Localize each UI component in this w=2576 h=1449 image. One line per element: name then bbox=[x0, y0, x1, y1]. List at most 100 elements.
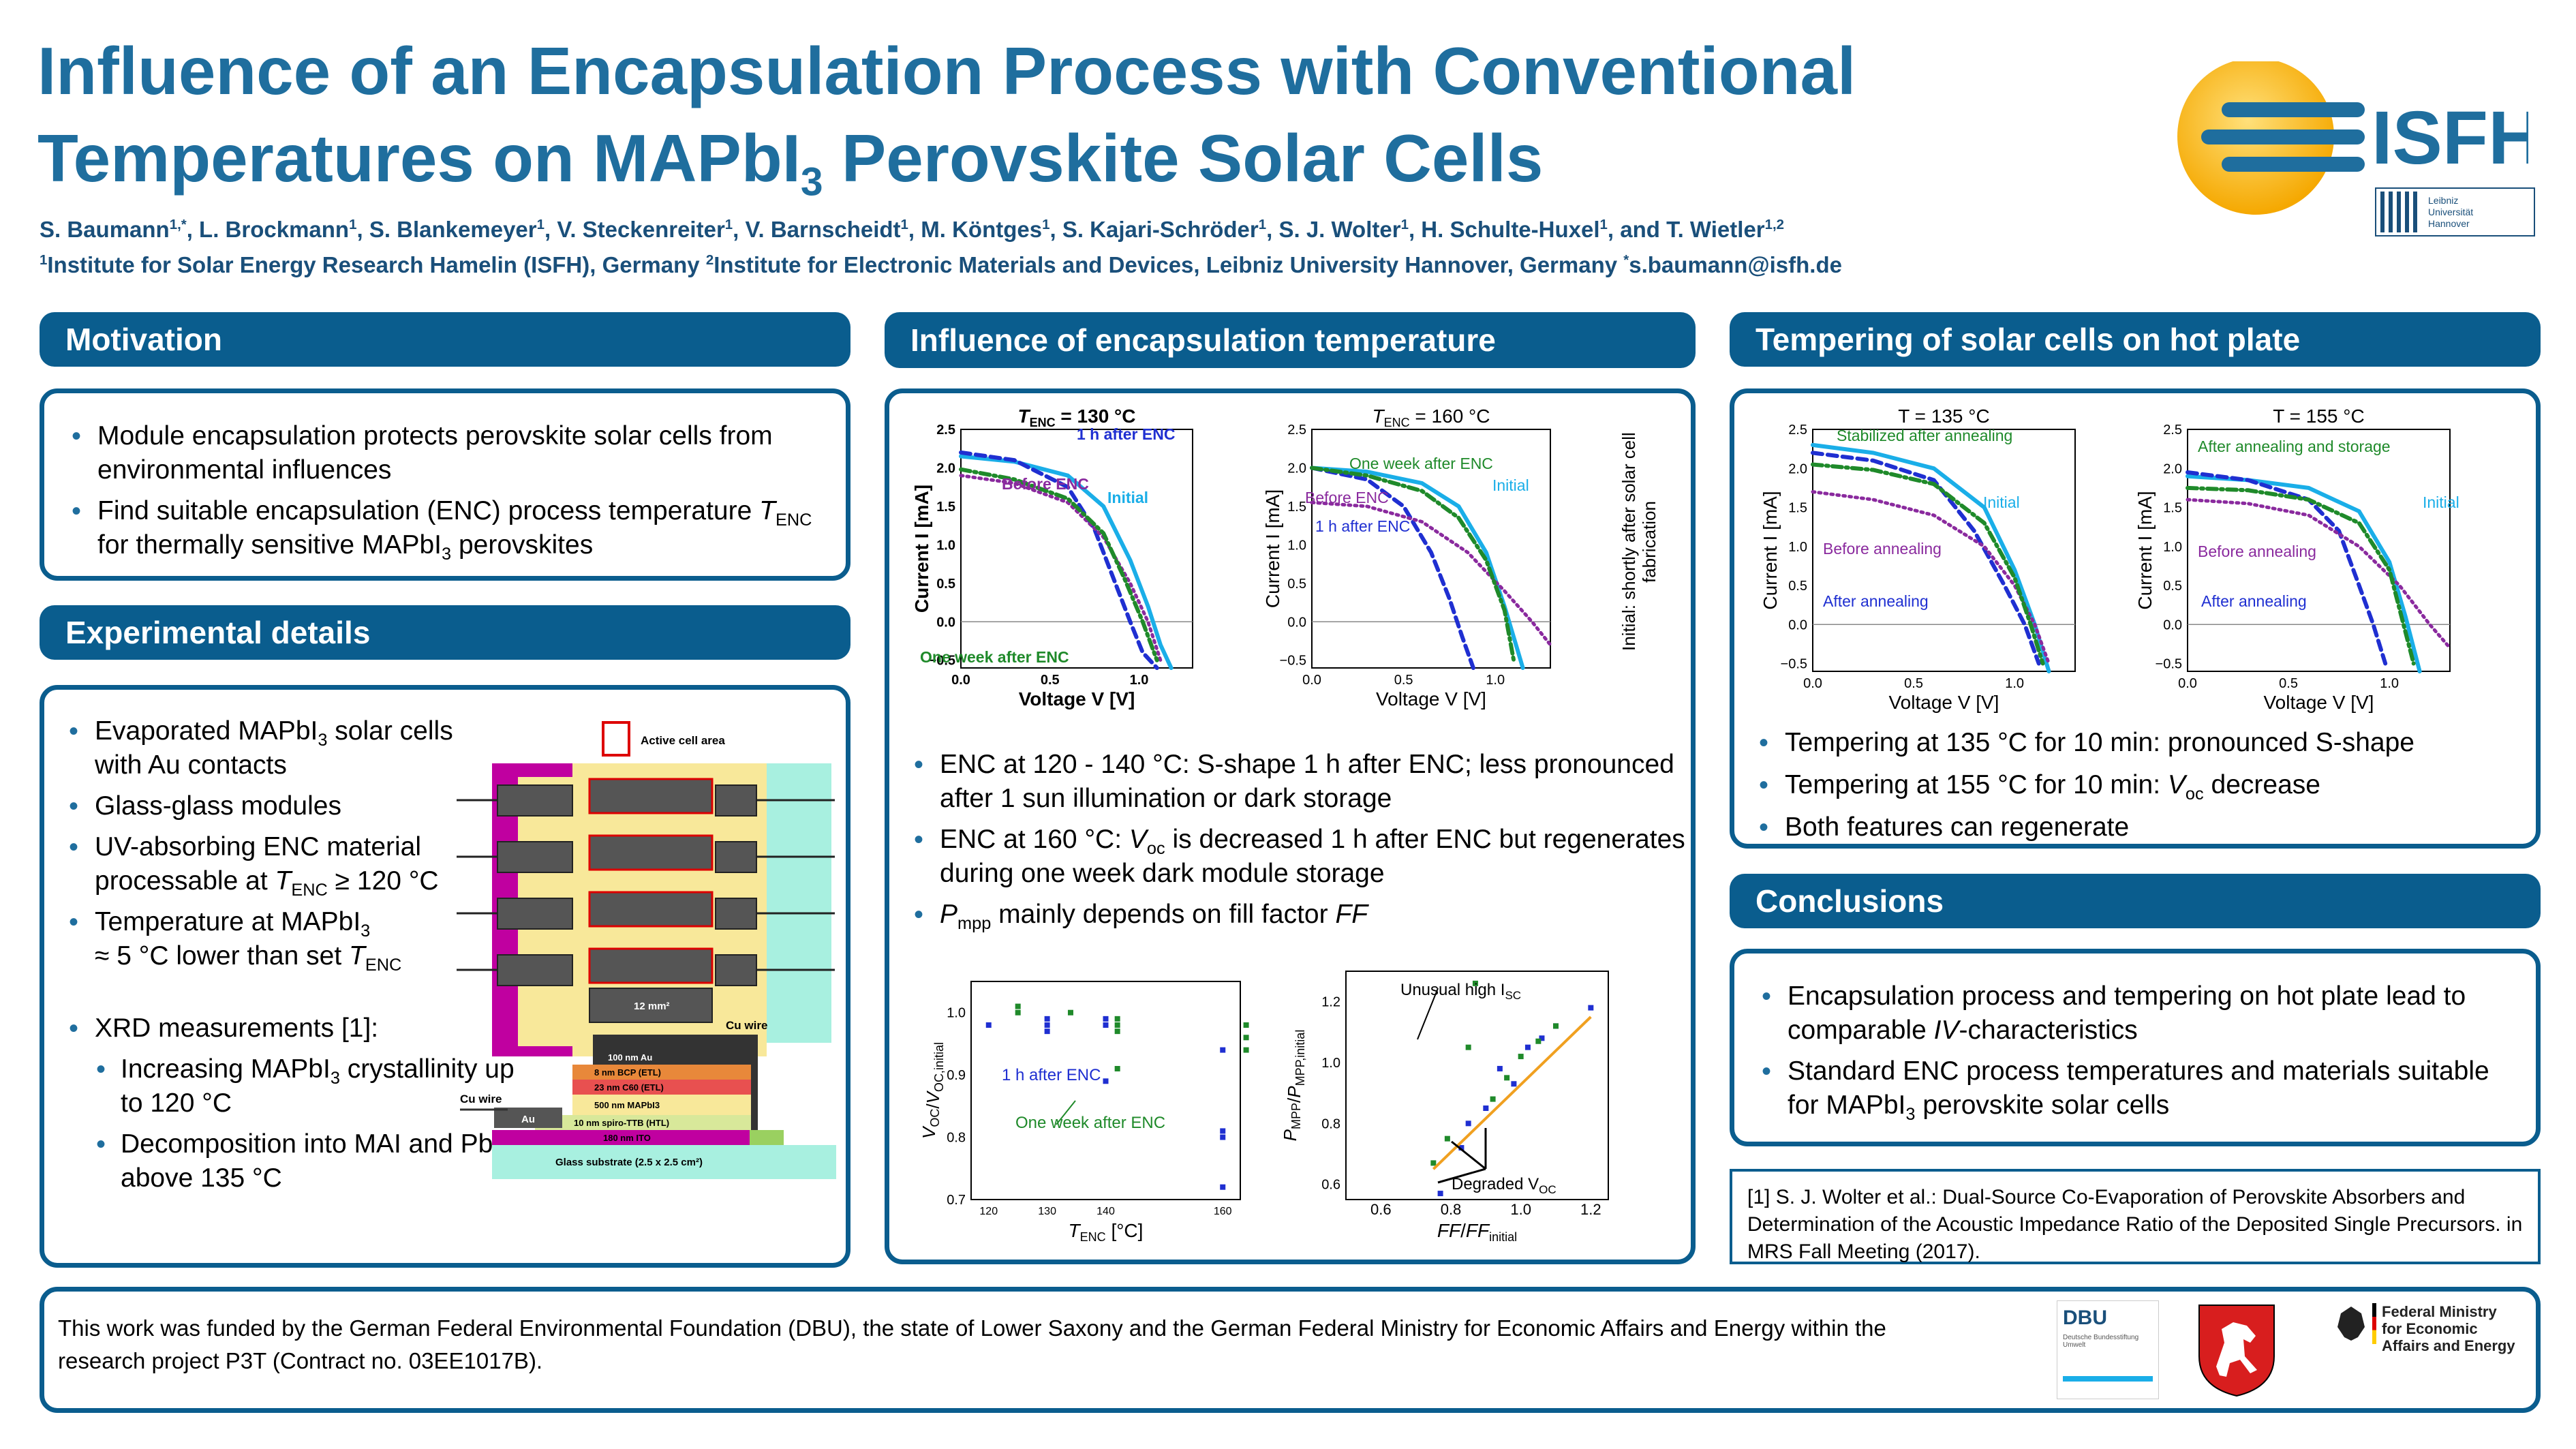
bmwi-logo: Federal Ministry for Economic Affairs an… bbox=[2334, 1303, 2539, 1385]
x-tick-label: 130 bbox=[1038, 1206, 1056, 1217]
exp-b3a: UV-absorbing ENC material processable at bbox=[95, 832, 422, 896]
y-tick-label: 2.0 bbox=[1788, 461, 1807, 476]
affiliations: 1Institute for Solar Energy Research Ham… bbox=[40, 252, 1842, 277]
series-line-before-annealing bbox=[2186, 498, 2452, 650]
y-tick-label: 0.5 bbox=[1788, 579, 1807, 594]
isfh-logo: ISFH bbox=[2147, 58, 2543, 239]
chart-iv-160: 0.0 0.5 1.0 −0.5 0.0 0.5 1.0 1.5 2.0 2.5 TENC = 16… bbox=[1264, 406, 1552, 710]
plot-frame bbox=[1311, 429, 1551, 669]
plot-frame bbox=[970, 981, 1241, 1200]
y-axis-label: Current I [mA] bbox=[1264, 489, 1283, 608]
y-tick-label: 2.0 bbox=[2163, 461, 2182, 476]
motivation-box: Module encapsulation protects perovskite… bbox=[40, 388, 850, 581]
x-tick-label: 1.0 bbox=[1510, 1201, 1531, 1218]
y-tick-label: 1.0 bbox=[1287, 538, 1306, 553]
y-tick-label: 0.9 bbox=[947, 1068, 966, 1083]
leibniz-logo-text: Leibniz Universität Hannover bbox=[2428, 194, 2474, 229]
chart-title: TENC = 130 °C bbox=[1018, 406, 1136, 429]
data-point bbox=[1114, 1066, 1120, 1071]
chart-annotation: 1 h after ENC bbox=[1315, 517, 1410, 535]
conclusion-bullet-2: Standard ENC process temperatures and ma… bbox=[1744, 1054, 2522, 1123]
author-affil-sup: 1 bbox=[1599, 217, 1608, 232]
y-tick-label: 1.0 bbox=[2163, 540, 2182, 555]
data-point bbox=[1114, 1016, 1120, 1022]
data-point bbox=[1044, 1016, 1050, 1022]
plot-frame bbox=[1345, 971, 1609, 1200]
x-axis-label: Voltage V [V] bbox=[2264, 692, 2374, 713]
tempering-box: Tempering at 135 °C for 10 min: pronounc… bbox=[1730, 388, 2541, 849]
plot-frame bbox=[960, 429, 1193, 669]
author-affil-sup: 1 bbox=[536, 217, 545, 232]
email[interactable]: s.baumann@isfh.de bbox=[1629, 252, 1842, 277]
tempering-bullet-2: Tempering at 155 °C for 10 min: Voc decr… bbox=[1741, 768, 2525, 802]
chart-annotation: 1 h after ENC bbox=[1002, 1066, 1101, 1084]
motivation-bullet-1: Module encapsulation protects perovskite… bbox=[54, 419, 832, 487]
exp-sub-1: Increasing MAPbI3 crystallinity up to 12… bbox=[78, 1052, 515, 1120]
exp-s1a: Increasing MAPbI bbox=[121, 1054, 331, 1084]
exp-s2b: above 135 °C bbox=[121, 1163, 282, 1193]
data-point bbox=[1490, 1096, 1496, 1102]
y-tick-label: 0.8 bbox=[1321, 1116, 1340, 1131]
data-point bbox=[1430, 1160, 1437, 1166]
exp-s1b: crystallinity up to 120 °C bbox=[121, 1054, 515, 1118]
data-point bbox=[1518, 1054, 1524, 1060]
series-line-initial bbox=[1310, 466, 1525, 670]
area-12-label: 12 mm² bbox=[634, 1001, 670, 1012]
x-tick-label: 0.8 bbox=[1441, 1201, 1462, 1218]
layer-au: 100 nm Au bbox=[608, 1052, 652, 1063]
chart-title: T = 155 °C bbox=[2273, 406, 2364, 427]
layer-mapbi3: 500 nm MAPbI3 bbox=[594, 1100, 660, 1110]
chart-annotation: Before annealing bbox=[2198, 543, 2316, 560]
funding-text: This work was funded by the German Feder… bbox=[58, 1315, 1886, 1373]
y-tick-label: 0.5 bbox=[1287, 577, 1306, 592]
inf-b2b: is decreased 1 h after ENC but regenerat… bbox=[940, 825, 1685, 888]
influence-bullet-1: ENC at 120 - 140 °C: S-shape 1 h after E… bbox=[896, 748, 1687, 816]
layer-ito: 180 nm ITO bbox=[603, 1133, 651, 1143]
data-point bbox=[1472, 980, 1478, 986]
y-tick-label: 0.5 bbox=[936, 577, 955, 592]
influence-box: ENC at 120 - 140 °C: S-shape 1 h after E… bbox=[885, 388, 1696, 1264]
tempering-bullet-3: Both features can regenerate bbox=[1741, 810, 2525, 844]
chart-annotation: Initial bbox=[1983, 493, 2020, 511]
title-line-2a: Temperatures on MAPbI bbox=[37, 121, 801, 196]
bmwi-logo-text: Federal Ministry for Economic Affairs an… bbox=[2382, 1303, 2515, 1354]
y-axis-label: Current I [mA] bbox=[2136, 491, 2156, 609]
data-point bbox=[1497, 1065, 1503, 1071]
series-line-before-annealing bbox=[1811, 490, 2051, 665]
title-sub: 3 bbox=[800, 159, 823, 204]
author-affil-sup: 1 bbox=[349, 217, 357, 232]
y-tick-label: 2.5 bbox=[1788, 423, 1807, 438]
author-name: S. Kajari-Schröder bbox=[1062, 217, 1259, 242]
data-point bbox=[1524, 1044, 1531, 1050]
y-tick-label: 0.0 bbox=[1287, 615, 1306, 630]
influence-bullet-3: Pmpp mainly depends on fill factor FF bbox=[896, 898, 1687, 932]
x-axis-label: FF/FFinitial bbox=[1437, 1220, 1517, 1244]
y-tick-label: 1.5 bbox=[936, 500, 955, 515]
y-tick-label: 1.0 bbox=[1321, 1056, 1340, 1071]
data-point bbox=[1465, 1120, 1471, 1127]
chart-title: T = 135 °C bbox=[1898, 406, 1989, 427]
exp-bullet-3: UV-absorbing ENC material processable at… bbox=[51, 830, 467, 898]
leibniz-emblem-icon bbox=[2380, 192, 2421, 232]
data-point bbox=[1015, 1009, 1021, 1016]
y-tick-label: 1.0 bbox=[936, 538, 955, 553]
influence-bullet-2: ENC at 160 °C: Voc is decreased 1 h afte… bbox=[896, 823, 1687, 891]
data-point bbox=[1444, 1135, 1450, 1142]
tem-b2b: decrease bbox=[2203, 770, 2320, 799]
active-area-legend-icon bbox=[602, 721, 630, 757]
con-b1c: -characteristics bbox=[1959, 1016, 2138, 1045]
data-point bbox=[1220, 1134, 1226, 1140]
author-affil-sup: 1,2 bbox=[1764, 217, 1785, 232]
mot-b2b: for thermally sensitive MAPbI bbox=[97, 530, 442, 560]
header-experimental: Experimental details bbox=[40, 605, 850, 660]
lower-saxony-crest-icon bbox=[2198, 1305, 2275, 1397]
y-tick-label: 1.5 bbox=[1788, 501, 1807, 516]
data-point bbox=[1535, 1038, 1542, 1044]
data-point bbox=[1044, 1028, 1050, 1035]
conclusion-bullet-1: Encapsulation process and tempering on h… bbox=[1744, 979, 2522, 1048]
exp-b4a: Temperature at MAPbI bbox=[95, 907, 361, 936]
affil-1: Institute for Solar Energy Research Hame… bbox=[47, 252, 706, 277]
series-line-one-week-after-enc bbox=[1310, 466, 1516, 662]
german-flag-bar bbox=[2372, 1303, 2376, 1344]
data-point bbox=[1504, 1075, 1510, 1081]
